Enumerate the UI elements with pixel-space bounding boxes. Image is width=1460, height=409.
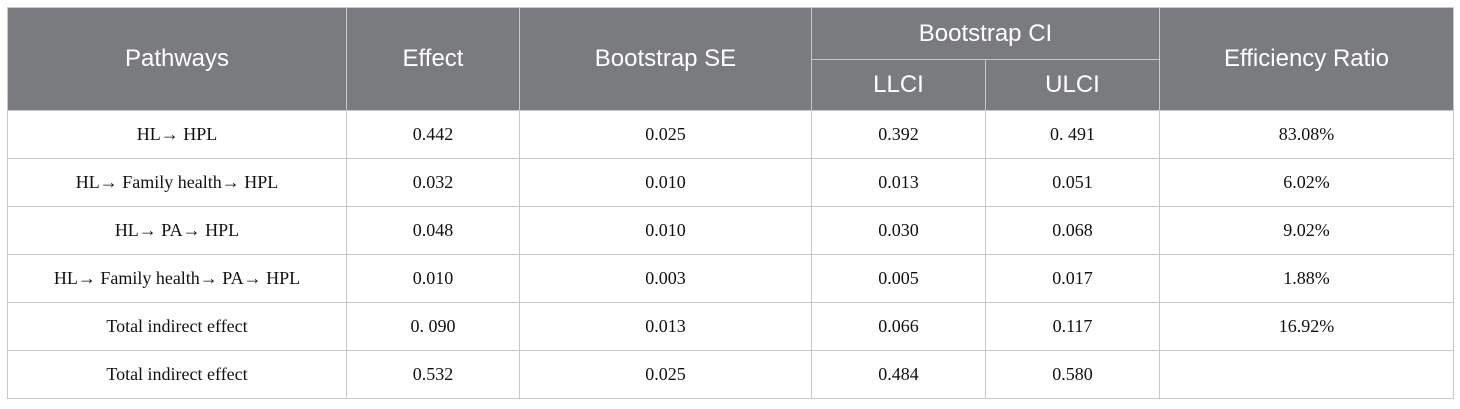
table-row: Total indirect effect 0.532 0.025 0.484 … xyxy=(7,350,1454,399)
cell-llci: 0.066 xyxy=(811,302,986,351)
cell-effect: 0.010 xyxy=(346,254,520,303)
cell-ulci: 0.051 xyxy=(985,158,1160,207)
cell-efficiency-ratio: 6.02% xyxy=(1159,158,1454,207)
header-bootstrap-ci: Bootstrap CI xyxy=(811,7,1160,60)
header-bootstrap-se: Bootstrap SE xyxy=(519,7,812,111)
table-row: HL→ HPL 0.442 0.025 0.392 0. 491 83.08% xyxy=(7,110,1454,159)
cell-effect: 0.532 xyxy=(346,350,520,399)
cell-efficiency-ratio: 1.88% xyxy=(1159,254,1454,303)
cell-bootstrap-se: 0.010 xyxy=(519,158,812,207)
table-row: Total indirect effect 0. 090 0.013 0.066… xyxy=(7,302,1454,351)
header-effect: Effect xyxy=(346,7,520,111)
mediation-results-table: Pathways Effect Bootstrap SE Bootstrap C… xyxy=(7,7,1454,399)
cell-ulci: 0. 491 xyxy=(985,110,1160,159)
cell-effect: 0.032 xyxy=(346,158,520,207)
cell-pathway: HL→ HPL xyxy=(7,110,347,159)
cell-ulci: 0.580 xyxy=(985,350,1160,399)
cell-bootstrap-se: 0.025 xyxy=(519,350,812,399)
cell-efficiency-ratio: 9.02% xyxy=(1159,206,1454,255)
cell-llci: 0.484 xyxy=(811,350,986,399)
cell-llci: 0.005 xyxy=(811,254,986,303)
cell-pathway: HL→ Family health→ HPL xyxy=(7,158,347,207)
cell-ulci: 0.068 xyxy=(985,206,1160,255)
table-row: HL→ PA→ HPL 0.048 0.010 0.030 0.068 9.02… xyxy=(7,206,1454,255)
cell-bootstrap-se: 0.025 xyxy=(519,110,812,159)
header-efficiency-ratio: Efficiency Ratio xyxy=(1159,7,1454,111)
header-ulci: ULCI xyxy=(985,59,1160,111)
cell-pathway: Total indirect effect xyxy=(7,302,347,351)
header-pathways: Pathways xyxy=(7,7,347,111)
cell-ulci: 0.117 xyxy=(985,302,1160,351)
cell-llci: 0.013 xyxy=(811,158,986,207)
table-row: HL→ Family health→ HPL 0.032 0.010 0.013… xyxy=(7,158,1454,207)
cell-bootstrap-se: 0.013 xyxy=(519,302,812,351)
table-header: Pathways Effect Bootstrap SE Bootstrap C… xyxy=(7,7,1454,111)
cell-effect: 0.048 xyxy=(346,206,520,255)
cell-llci: 0.030 xyxy=(811,206,986,255)
cell-effect: 0. 090 xyxy=(346,302,520,351)
header-row-sub: LLCI ULCI xyxy=(8,59,1454,111)
cell-effect: 0.442 xyxy=(346,110,520,159)
cell-efficiency-ratio: 16.92% xyxy=(1159,302,1454,351)
cell-pathway: HL→ PA→ HPL xyxy=(7,206,347,255)
header-row-top: Pathways Effect Bootstrap SE Bootstrap C… xyxy=(7,7,1454,111)
cell-pathway: Total indirect effect xyxy=(7,350,347,399)
cell-efficiency-ratio: 83.08% xyxy=(1159,110,1454,159)
results-table-container: Pathways Effect Bootstrap SE Bootstrap C… xyxy=(7,7,1454,399)
table-row: HL→ Family health→ PA→ HPL 0.010 0.003 0… xyxy=(7,254,1454,303)
cell-pathway: HL→ Family health→ PA→ HPL xyxy=(7,254,347,303)
cell-ulci: 0.017 xyxy=(985,254,1160,303)
table-body: HL→ HPL 0.442 0.025 0.392 0. 491 83.08% … xyxy=(7,110,1454,399)
cell-bootstrap-se: 0.003 xyxy=(519,254,812,303)
header-llci: LLCI xyxy=(811,59,986,111)
cell-llci: 0.392 xyxy=(811,110,986,159)
cell-bootstrap-se: 0.010 xyxy=(519,206,812,255)
cell-efficiency-ratio xyxy=(1159,350,1454,399)
